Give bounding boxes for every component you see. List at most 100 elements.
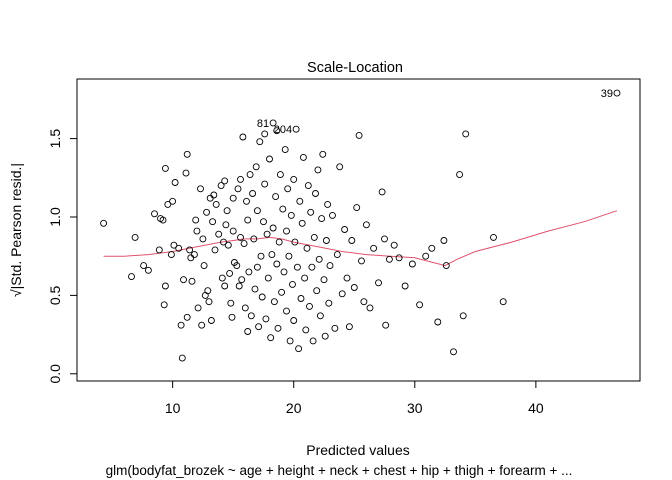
- data-point: [188, 277, 196, 285]
- y-tick-label: 0.0: [47, 364, 63, 384]
- data-point: [296, 197, 304, 205]
- data-point: [169, 197, 177, 205]
- data-point: [167, 251, 175, 259]
- data-point: [260, 218, 267, 226]
- data-point: [281, 146, 289, 154]
- data-point: [322, 237, 330, 244]
- data-point: [206, 194, 214, 202]
- data-point: [343, 274, 351, 282]
- y-tick-label: 0.5: [47, 285, 63, 305]
- data-point: [276, 171, 284, 179]
- data-point: [203, 208, 211, 216]
- data-point: [273, 127, 281, 135]
- data-point: [329, 211, 336, 219]
- y-axis: 0.0 0.5 1.0 1.5: [47, 129, 78, 384]
- data-point: [378, 188, 386, 196]
- data-point: [382, 321, 390, 329]
- data-point: [459, 312, 467, 320]
- data-point: [209, 218, 217, 226]
- data-point: [220, 238, 227, 246]
- data-point: [290, 317, 298, 324]
- x-tick-label: 40: [528, 400, 544, 416]
- data-point: [325, 299, 333, 307]
- data-point: [315, 255, 323, 263]
- data-point: [131, 233, 139, 241]
- data-point: [218, 274, 226, 282]
- data-point: [192, 216, 200, 224]
- data-point: [237, 175, 244, 183]
- data-point: [243, 197, 250, 205]
- data-point: [381, 235, 388, 243]
- data-point: [266, 155, 273, 163]
- data-point: [345, 323, 353, 331]
- data-point: [291, 238, 299, 246]
- data-point: [293, 263, 301, 271]
- data-point: [320, 276, 328, 284]
- model-formula-subtitle: glm(bodyfat_brozek ~ age + height + neck…: [106, 463, 573, 478]
- data-point: [283, 227, 290, 235]
- data-point: [186, 246, 194, 254]
- data-point: [490, 233, 497, 241]
- data-point: [324, 200, 332, 208]
- data-point: [256, 138, 264, 146]
- data-point: [197, 185, 204, 193]
- data-point: [301, 274, 309, 282]
- data-point: [416, 301, 424, 309]
- x-tick-label: 20: [286, 400, 302, 416]
- data-point: [223, 207, 231, 215]
- data-point: [333, 251, 341, 259]
- data-point: [283, 307, 290, 315]
- data-point: [252, 163, 260, 171]
- data-point: [205, 298, 213, 306]
- y-tick-label: 1.5: [47, 129, 63, 149]
- data-point: [366, 304, 374, 312]
- data-point: [193, 227, 201, 235]
- data-point: [280, 268, 288, 276]
- data-point: [395, 254, 403, 262]
- data-point: [338, 290, 346, 298]
- data-point: [227, 299, 235, 307]
- data-point: [298, 219, 306, 227]
- data-point: [314, 166, 322, 174]
- data-point: [331, 324, 339, 332]
- data-point: [422, 252, 430, 260]
- data-point: [375, 279, 382, 287]
- data-point: [239, 133, 247, 141]
- point-labels-layer: 81 204 39: [257, 88, 613, 136]
- data-point: [229, 227, 237, 235]
- x-tick-label: 10: [165, 400, 181, 416]
- data-point: [171, 179, 179, 186]
- data-point: [440, 237, 448, 244]
- data-point: [207, 317, 215, 324]
- data-point: [428, 244, 436, 252]
- data-point: [170, 241, 178, 249]
- data-point: [178, 354, 186, 362]
- data-point: [362, 221, 370, 229]
- data-point: [390, 241, 398, 249]
- data-point: [262, 315, 270, 323]
- data-point: [268, 251, 276, 259]
- data-point: [261, 180, 269, 188]
- data-point: [199, 235, 207, 243]
- data-point: [160, 301, 168, 309]
- data-point: [370, 244, 378, 252]
- data-point: [263, 230, 271, 238]
- data-point: [302, 326, 310, 334]
- plot-frame: [76, 78, 641, 382]
- data-point: [408, 260, 416, 268]
- data-point: [251, 285, 259, 293]
- data-point: [183, 150, 191, 158]
- data-point: [290, 175, 298, 183]
- data-point: [235, 282, 243, 290]
- data-point: [215, 230, 223, 238]
- data-point: [237, 233, 244, 241]
- smoother-layer: [103, 210, 618, 267]
- data-point: [190, 251, 198, 259]
- data-point: [221, 282, 229, 290]
- data-point: [200, 262, 208, 270]
- smoother-line: [103, 210, 618, 267]
- data-point: [204, 287, 212, 295]
- data-point: [341, 226, 349, 233]
- data-point: [267, 334, 275, 342]
- data-point: [295, 345, 303, 353]
